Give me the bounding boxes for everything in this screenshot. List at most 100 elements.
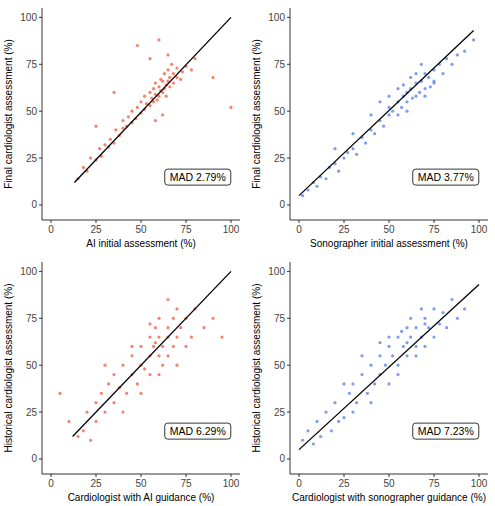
point xyxy=(148,91,151,94)
y-tick-label: 75 xyxy=(274,313,286,324)
point xyxy=(400,106,403,109)
point xyxy=(168,85,171,88)
point xyxy=(414,326,417,329)
y-axis-line xyxy=(42,8,43,220)
point xyxy=(89,156,92,159)
point xyxy=(355,153,358,156)
annotation-box xyxy=(413,169,479,185)
fit-line xyxy=(299,285,479,450)
point xyxy=(387,113,390,116)
x-tick-label: 75 xyxy=(180,224,192,235)
plot-area xyxy=(58,271,231,441)
y-tick xyxy=(39,365,42,366)
point xyxy=(136,44,139,47)
y-axis-label: Final cardiologist assessment (%) xyxy=(3,39,14,189)
point xyxy=(94,401,97,404)
point xyxy=(190,335,193,338)
point xyxy=(360,373,363,376)
y-tick-label: 50 xyxy=(274,360,286,371)
y-axis-line xyxy=(290,262,291,474)
point xyxy=(157,38,160,41)
point xyxy=(166,53,169,56)
y-tick-label: 50 xyxy=(26,360,38,371)
point xyxy=(333,147,336,150)
point xyxy=(355,401,358,404)
panel: 02550751000255075100Sonographer initial … xyxy=(251,8,488,249)
y-tick xyxy=(287,111,290,112)
point xyxy=(130,354,133,357)
point xyxy=(411,96,414,99)
x-tick xyxy=(141,474,142,477)
point xyxy=(148,322,151,325)
point xyxy=(58,392,61,395)
point xyxy=(384,364,387,367)
x-axis-label: Cardiologist with AI guidance (%) xyxy=(68,492,215,503)
point xyxy=(463,50,466,53)
point xyxy=(172,72,175,75)
point xyxy=(165,95,168,98)
panel: 02550751000255075100Cardiologist with AI… xyxy=(3,262,240,503)
point xyxy=(420,63,423,66)
y-tick-label: 75 xyxy=(274,59,286,70)
x-tick-label: 25 xyxy=(338,224,350,235)
point xyxy=(324,177,327,180)
point xyxy=(409,317,412,320)
x-axis-label: Cardiologist with sonographer guidance (… xyxy=(292,492,486,503)
point xyxy=(163,72,166,75)
x-tick xyxy=(96,474,97,477)
point xyxy=(423,322,426,325)
point xyxy=(391,110,394,113)
point xyxy=(166,68,169,71)
point xyxy=(418,91,421,94)
y-tick-label: 0 xyxy=(279,199,285,210)
x-tick xyxy=(186,220,187,223)
annotation-box xyxy=(413,423,479,439)
x-tick xyxy=(51,220,52,223)
x-tick xyxy=(299,220,300,223)
x-tick-label: 75 xyxy=(428,224,440,235)
annotation-box xyxy=(165,423,231,439)
point xyxy=(166,298,169,301)
point xyxy=(157,85,160,88)
point xyxy=(121,410,124,413)
y-tick xyxy=(39,64,42,65)
x-tick-label: 0 xyxy=(296,478,302,489)
x-tick xyxy=(231,220,232,223)
annotation: MAD 3.77% xyxy=(418,171,474,183)
y-tick xyxy=(39,271,42,272)
y-tick-label: 0 xyxy=(279,453,285,464)
point xyxy=(396,87,399,90)
point xyxy=(348,392,351,395)
point xyxy=(172,317,175,320)
point xyxy=(175,364,178,367)
y-tick xyxy=(287,318,290,319)
point xyxy=(82,166,85,169)
y-tick xyxy=(287,365,290,366)
point xyxy=(139,100,142,103)
point xyxy=(387,382,390,385)
point xyxy=(391,354,394,357)
point xyxy=(312,442,315,445)
point xyxy=(121,364,124,367)
y-tick xyxy=(39,111,42,112)
y-axis-label: Final cardiologist assessment (%) xyxy=(251,39,262,189)
point xyxy=(427,76,430,79)
point xyxy=(114,128,117,131)
point xyxy=(166,354,169,357)
point xyxy=(112,91,115,94)
point xyxy=(136,106,139,109)
point xyxy=(109,138,112,141)
x-tick xyxy=(231,474,232,477)
figure: 02550751000255075100AI initial assessmen… xyxy=(0,0,495,506)
x-tick xyxy=(434,474,435,477)
y-tick-label: 100 xyxy=(268,266,285,277)
point xyxy=(306,429,309,432)
point xyxy=(152,345,155,348)
point xyxy=(98,147,101,150)
x-tick xyxy=(344,220,345,223)
point xyxy=(373,132,376,135)
plot-area xyxy=(299,285,479,450)
point xyxy=(387,95,390,98)
fit-line xyxy=(73,271,231,436)
point xyxy=(342,156,345,159)
